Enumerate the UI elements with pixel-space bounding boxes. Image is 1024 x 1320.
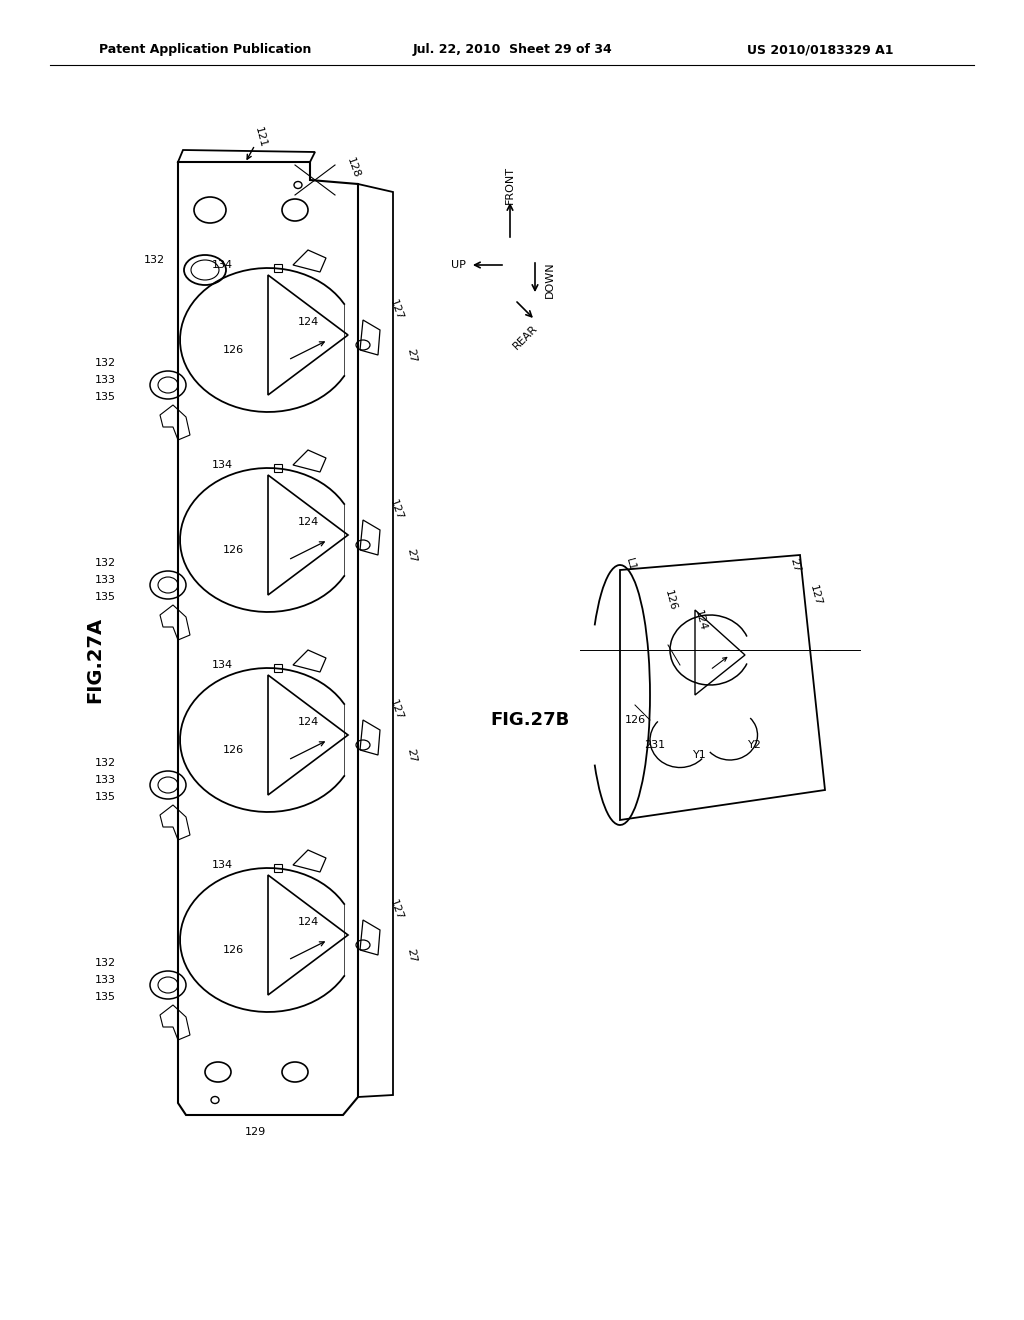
Text: DOWN: DOWN <box>545 261 555 298</box>
Text: L1: L1 <box>624 557 637 573</box>
Text: 126: 126 <box>625 715 645 725</box>
Text: 127: 127 <box>807 583 822 607</box>
Text: 124: 124 <box>297 517 318 527</box>
Text: 124: 124 <box>297 917 318 927</box>
Text: 127: 127 <box>388 899 404 921</box>
Text: 134: 134 <box>212 660 233 671</box>
Text: 132: 132 <box>95 758 116 768</box>
Text: 135: 135 <box>95 392 116 403</box>
Text: 27: 27 <box>406 948 418 962</box>
Text: Y2: Y2 <box>749 741 762 750</box>
Text: 126: 126 <box>222 545 244 554</box>
Text: 126: 126 <box>222 744 244 755</box>
Text: 134: 134 <box>212 459 233 470</box>
Text: FIG.27B: FIG.27B <box>490 711 569 729</box>
Text: 126: 126 <box>222 945 244 954</box>
Text: 133: 133 <box>95 576 116 585</box>
Text: 121: 121 <box>253 125 267 148</box>
Text: UP: UP <box>451 260 466 271</box>
Text: 129: 129 <box>245 1127 265 1137</box>
Text: 27: 27 <box>406 347 418 363</box>
Text: Jul. 22, 2010  Sheet 29 of 34: Jul. 22, 2010 Sheet 29 of 34 <box>412 44 612 57</box>
Text: 124: 124 <box>692 609 708 631</box>
Text: 124: 124 <box>297 317 318 327</box>
Text: 132: 132 <box>144 255 165 265</box>
Text: 134: 134 <box>212 861 233 870</box>
Text: 127: 127 <box>388 499 404 521</box>
Text: 27: 27 <box>406 747 418 763</box>
Text: 128: 128 <box>345 156 361 180</box>
Text: Patent Application Publication: Patent Application Publication <box>98 44 311 57</box>
Text: 132: 132 <box>95 358 116 368</box>
Text: 27: 27 <box>788 557 802 573</box>
Text: 132: 132 <box>95 558 116 568</box>
Text: FRONT: FRONT <box>505 166 515 205</box>
Text: 135: 135 <box>95 591 116 602</box>
Text: 231: 231 <box>644 741 666 750</box>
Text: 132: 132 <box>95 958 116 968</box>
Text: 133: 133 <box>95 975 116 985</box>
Text: 126: 126 <box>663 589 678 611</box>
Text: 124: 124 <box>297 717 318 727</box>
Text: 127: 127 <box>388 298 404 322</box>
Text: FIG.27A: FIG.27A <box>85 616 104 704</box>
Text: 135: 135 <box>95 792 116 803</box>
Text: 133: 133 <box>95 775 116 785</box>
Text: Y1: Y1 <box>693 750 707 760</box>
Text: US 2010/0183329 A1: US 2010/0183329 A1 <box>746 44 893 57</box>
Text: 27: 27 <box>406 546 418 562</box>
Text: 134: 134 <box>212 260 233 271</box>
Text: 127: 127 <box>388 698 404 722</box>
Text: REAR: REAR <box>511 323 540 351</box>
Text: 126: 126 <box>222 345 244 355</box>
Text: 133: 133 <box>95 375 116 385</box>
Text: 135: 135 <box>95 993 116 1002</box>
